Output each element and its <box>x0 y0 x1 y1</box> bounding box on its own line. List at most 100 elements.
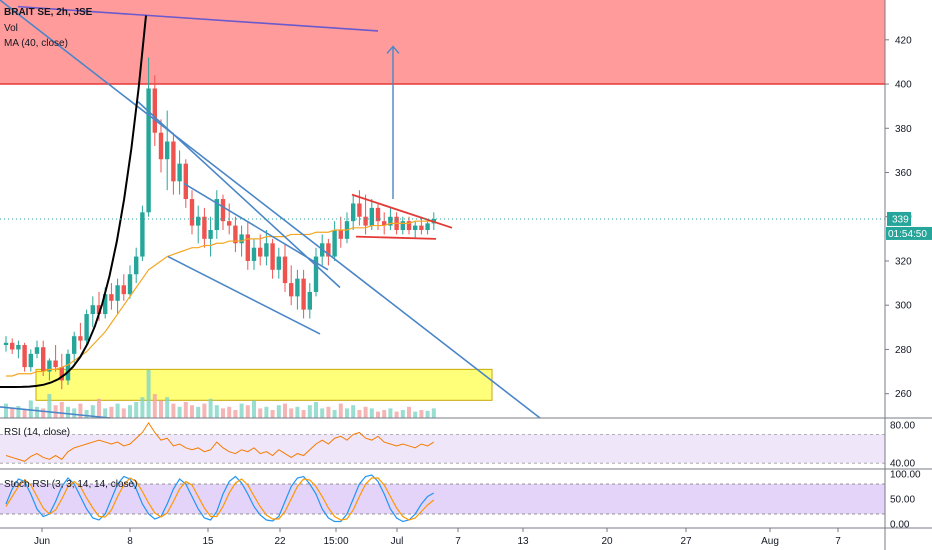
volume-bar <box>109 406 114 418</box>
time-tick-label: 7 <box>455 536 461 547</box>
candle-body <box>47 360 52 372</box>
candle-body <box>338 230 343 239</box>
time-tick-label: Jun <box>34 536 50 547</box>
volume-bar <box>78 403 83 418</box>
volume-bar <box>413 411 418 418</box>
candle <box>53 345 58 372</box>
price-tick-label: 320 <box>895 256 912 267</box>
volume-bar <box>407 406 411 418</box>
candle-body <box>72 336 77 354</box>
volume-layer <box>4 370 436 418</box>
volume-bar <box>301 410 306 418</box>
price-tick-label: 420 <box>895 35 912 46</box>
candle <box>16 340 21 359</box>
channel-inner-upper <box>183 182 329 271</box>
candle-body <box>127 274 133 295</box>
candle-body <box>140 212 145 257</box>
volume-bar <box>351 405 356 418</box>
volume-bar <box>320 408 325 418</box>
volume-bar <box>202 403 207 418</box>
parabolic-curve <box>0 15 147 388</box>
candle-body <box>41 347 46 372</box>
volume-bar <box>382 410 387 418</box>
candle-body <box>90 305 95 315</box>
candle <box>276 247 281 279</box>
candle <box>109 283 114 310</box>
candle-body <box>239 234 244 244</box>
candle-body <box>251 247 257 261</box>
annotations-layer[interactable] <box>0 0 885 419</box>
candle <box>233 216 238 253</box>
ma-legend: MA (40, close) <box>4 38 68 49</box>
candle-body <box>307 291 312 310</box>
candle <box>351 194 356 231</box>
volume-bar <box>22 410 27 418</box>
candle <box>245 221 250 270</box>
candles-layer[interactable] <box>3 57 436 390</box>
candle-body <box>121 285 126 295</box>
rsi-tick-label: 80.00 <box>890 420 915 431</box>
candle-body <box>425 223 430 231</box>
time-tick-label: 22 <box>274 536 286 547</box>
candle-body <box>227 221 232 226</box>
candle <box>183 159 188 208</box>
volume-bar <box>394 411 399 418</box>
volume-bar <box>177 406 182 418</box>
price-tick-label: 360 <box>895 168 912 179</box>
candle <box>357 190 362 226</box>
price-tick-label: 400 <box>895 80 912 91</box>
volume-bar <box>221 408 225 418</box>
candle <box>264 230 269 266</box>
volume-bar <box>376 411 380 418</box>
current-price-label: 339 <box>892 214 909 225</box>
candle-body <box>22 345 27 368</box>
volume-bar <box>103 408 108 418</box>
candle <box>419 216 424 235</box>
countdown-badge <box>886 226 932 240</box>
candle-body <box>270 243 275 270</box>
candle-body <box>369 207 374 226</box>
candle <box>10 338 15 354</box>
volume-bar <box>326 406 331 418</box>
candle-body <box>233 225 238 244</box>
candle-body <box>214 199 219 231</box>
candle <box>65 349 71 385</box>
candle <box>22 342 27 372</box>
candle-body <box>183 163 188 200</box>
candle-body <box>413 225 418 231</box>
volume-bar <box>295 406 300 418</box>
candle <box>84 309 89 346</box>
candle-body <box>289 283 294 297</box>
candle-body <box>264 243 269 257</box>
candle <box>369 199 374 231</box>
price-tick-label: 280 <box>895 345 912 356</box>
zones-layer <box>0 0 885 401</box>
flag-bottom-line <box>355 235 437 240</box>
volume-bar <box>53 405 58 418</box>
channel-lower <box>167 255 321 335</box>
volume-bar <box>388 408 393 418</box>
candle-body <box>134 256 139 275</box>
candle-body <box>208 230 213 239</box>
candle <box>72 331 77 363</box>
rsi-pane[interactable] <box>0 421 885 464</box>
stoch-band <box>0 484 885 514</box>
volume-bar <box>239 403 244 418</box>
candle-body <box>158 132 164 160</box>
candle <box>165 110 170 191</box>
candle-body <box>115 285 120 301</box>
volume-bar <box>283 403 287 418</box>
stoch-rsi-pane[interactable] <box>0 474 885 523</box>
candle-body <box>301 278 306 310</box>
volume-bar <box>258 408 263 418</box>
candle <box>78 322 83 350</box>
volume-bar <box>233 410 238 418</box>
volume-bar <box>4 403 8 418</box>
time-tick-label: 15 <box>202 536 214 547</box>
candle <box>3 336 9 352</box>
time-tick-label: Jul <box>391 536 404 547</box>
candle <box>289 265 294 306</box>
volume-bar <box>332 410 337 418</box>
candle <box>400 216 405 235</box>
